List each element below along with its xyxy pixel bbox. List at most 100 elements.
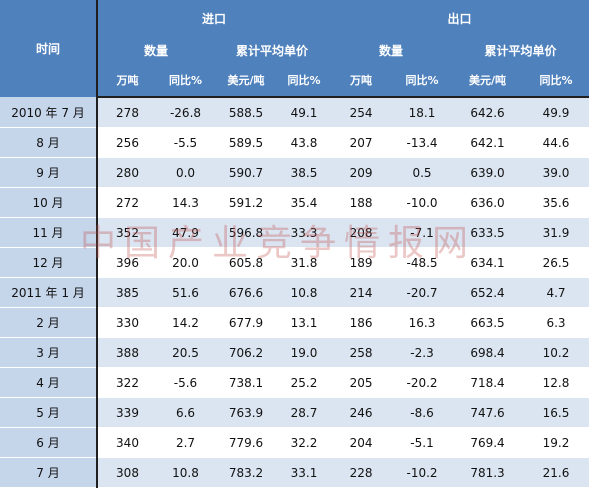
exp-price-yoy-cell: 49.9 [523,97,589,128]
imp-qty-cell: 278 [97,97,157,128]
imp-qty-yoy-cell: 6.6 [157,397,214,428]
imp-price-yoy-cell: 35.4 [278,187,331,218]
exp-price-cell: 642.1 [452,127,524,158]
exp-qty-cell: 214 [330,277,393,308]
month-cell: 2 月 [0,307,98,338]
exp-price-cell: 781.3 [452,457,524,488]
exp-qty-yoy-cell: 16.3 [392,307,453,338]
imp-qty-yoy-cell: 51.6 [157,277,214,308]
import-qty-yoy-unit: 同比% [157,64,214,98]
month-cell: 12 月 [0,247,98,278]
imp-qty-yoy-cell: 20.0 [157,247,214,278]
table-row: 8 月 256 -5.5 589.5 43.8 207 -13.4 642.1 44.6 [0,127,589,158]
exp-price-yoy-cell: 26.5 [523,247,589,278]
exp-qty-yoy-cell: -20.2 [392,367,453,398]
exp-qty-yoy-cell: -13.4 [392,127,453,158]
exp-qty-yoy-cell: -2.3 [392,337,453,368]
exp-qty-cell: 207 [330,127,393,158]
imp-price-yoy-cell: 33.1 [278,457,331,488]
import-avg-price-header: 累计平均单价 [214,36,331,64]
month-cell: 8 月 [0,127,98,158]
imp-price-cell: 676.6 [214,277,278,308]
imp-price-yoy-cell: 43.8 [278,127,331,158]
exp-qty-yoy-cell: -10.2 [392,457,453,488]
imp-qty-cell: 352 [97,217,157,248]
imp-qty-yoy-cell: -5.5 [157,127,214,158]
imp-qty-yoy-cell: -5.6 [157,367,214,398]
imp-price-cell: 588.5 [214,97,278,128]
month-cell: 6 月 [0,427,98,458]
table-row: 9 月 280 0.0 590.7 38.5 209 0.5 639.0 39.0 [0,157,589,188]
import-price-yoy-unit: 同比% [278,64,331,98]
imp-price-cell: 596.8 [214,217,278,248]
table-row: 3 月 388 20.5 706.2 19.0 258 -2.3 698.4 10.2 [0,337,589,368]
exp-price-cell: 747.6 [452,397,524,428]
imp-price-yoy-cell: 33.3 [278,217,331,248]
exp-qty-cell: 186 [330,307,393,338]
import-quantity-header: 数量 [97,36,214,64]
export-price-yoy-unit: 同比% [523,64,589,98]
exp-qty-yoy-cell: -8.6 [392,397,453,428]
exp-price-yoy-cell: 10.2 [523,337,589,368]
exp-price-yoy-cell: 19.2 [523,427,589,458]
imp-qty-cell: 330 [97,307,157,338]
imp-price-yoy-cell: 13.1 [278,307,331,338]
table-row: 2 月 330 14.2 677.9 13.1 186 16.3 663.5 6.3 [0,307,589,338]
exp-qty-cell: 208 [330,217,393,248]
imp-qty-cell: 272 [97,187,157,218]
import-price-unit: 美元/吨 [214,64,278,98]
exp-qty-yoy-cell: -10.0 [392,187,453,218]
exp-price-yoy-cell: 39.0 [523,157,589,188]
exp-qty-yoy-cell: 0.5 [392,157,453,188]
exp-price-yoy-cell: 21.6 [523,457,589,488]
imp-price-cell: 779.6 [214,427,278,458]
imp-price-cell: 738.1 [214,367,278,398]
exp-qty-yoy-cell: -20.7 [392,277,453,308]
month-cell: 2011 年 1 月 [0,277,98,308]
imp-qty-cell: 322 [97,367,157,398]
export-header: 出口 [330,0,589,36]
imp-price-yoy-cell: 25.2 [278,367,331,398]
month-cell: 2010 年 7 月 [0,97,98,128]
exp-price-cell: 652.4 [452,277,524,308]
month-cell: 3 月 [0,337,98,368]
imp-price-cell: 589.5 [214,127,278,158]
imp-qty-yoy-cell: 0.0 [157,157,214,188]
table-row: 7 月 308 10.8 783.2 33.1 228 -10.2 781.3 21.6 [0,457,589,488]
month-cell: 9 月 [0,157,98,188]
exp-price-cell: 698.4 [452,337,524,368]
imp-price-yoy-cell: 32.2 [278,427,331,458]
imp-price-yoy-cell: 28.7 [278,397,331,428]
exp-qty-yoy-cell: -48.5 [392,247,453,278]
imp-qty-cell: 308 [97,457,157,488]
exp-qty-cell: 188 [330,187,393,218]
export-quantity-header: 数量 [330,36,453,64]
imp-qty-cell: 396 [97,247,157,278]
table-row: 6 月 340 2.7 779.6 32.2 204 -5.1 769.4 19.2 [0,427,589,458]
imp-price-yoy-cell: 31.8 [278,247,331,278]
exp-price-cell: 663.5 [452,307,524,338]
table-body: 2010 年 7 月 278 -26.8 588.5 49.1 254 18.1 642.6 4… [0,97,589,488]
time-header: 时间 [0,0,98,97]
table-row: 4 月 322 -5.6 738.1 25.2 205 -20.2 718.4 12.8 [0,367,589,398]
month-cell: 11 月 [0,217,98,248]
imp-qty-cell: 340 [97,427,157,458]
imp-price-yoy-cell: 19.0 [278,337,331,368]
imp-qty-cell: 280 [97,157,157,188]
exp-price-yoy-cell: 4.7 [523,277,589,308]
export-price-unit: 美元/吨 [452,64,524,98]
table-row: 5 月 339 6.6 763.9 28.7 246 -8.6 747.6 16.5 [0,397,589,428]
exp-price-cell: 636.0 [452,187,524,218]
imp-qty-cell: 256 [97,127,157,158]
imp-price-cell: 677.9 [214,307,278,338]
month-cell: 7 月 [0,457,98,488]
imp-qty-yoy-cell: 47.9 [157,217,214,248]
imp-qty-yoy-cell: 14.3 [157,187,214,218]
imp-qty-cell: 388 [97,337,157,368]
exp-price-cell: 634.1 [452,247,524,278]
exp-price-yoy-cell: 31.9 [523,217,589,248]
exp-price-yoy-cell: 12.8 [523,367,589,398]
exp-price-yoy-cell: 16.5 [523,397,589,428]
exp-price-cell: 769.4 [452,427,524,458]
imp-price-yoy-cell: 38.5 [278,157,331,188]
